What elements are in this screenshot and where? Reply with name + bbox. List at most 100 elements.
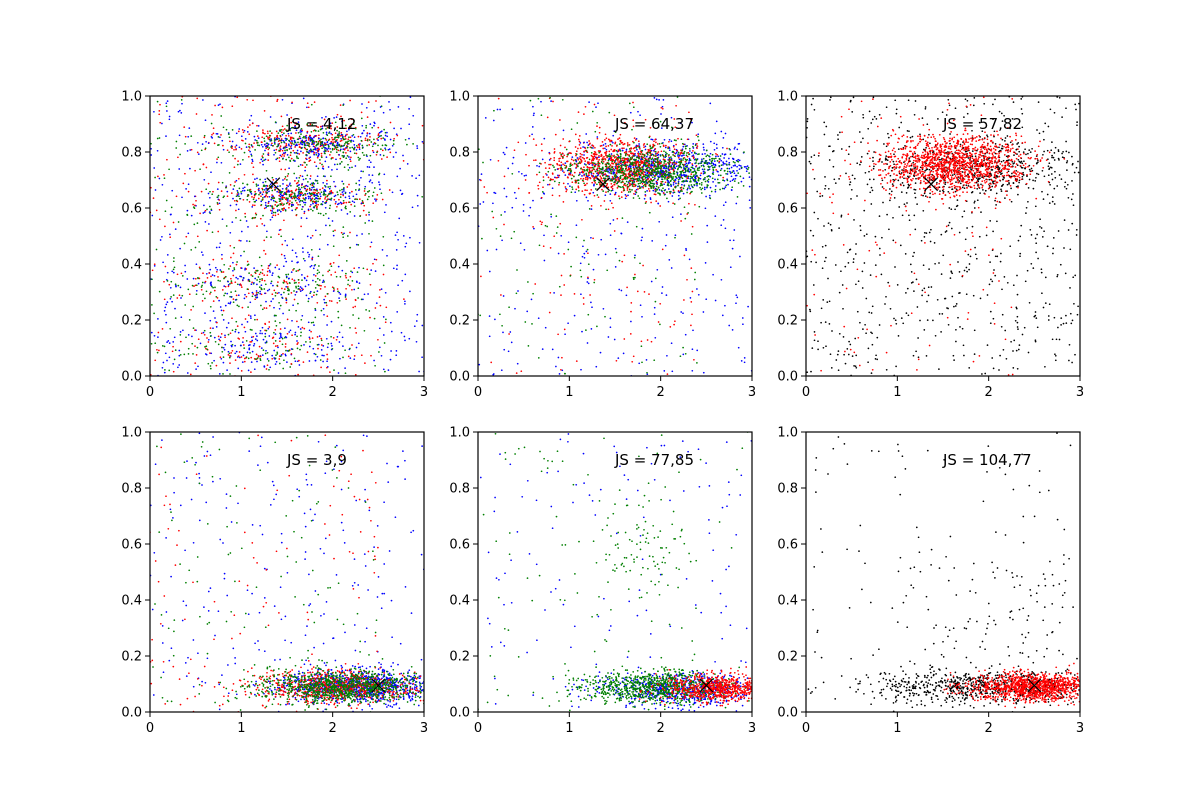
scatter-point [318,248,321,251]
scatter-point [314,134,317,137]
scatter-point [563,284,566,286]
scatter-point [241,139,243,142]
scatter-point [695,152,697,155]
scatter-point [702,371,705,374]
scatter-point [612,134,615,137]
scatter-point [301,205,304,208]
scatter-point [583,239,585,242]
scatter-point [346,130,348,133]
scatter-point [525,174,527,177]
scatter-point [680,158,682,160]
scatter-point [495,227,498,230]
scatter-point [661,248,664,251]
scatter-point [242,131,245,134]
scatter-point [255,291,258,294]
scatter-point [732,169,735,172]
scatter-point [150,342,153,345]
scatter-point [191,342,194,345]
scatter-point [187,190,190,193]
scatter-point [229,282,231,285]
scatter-point [336,134,339,137]
scatter-point [575,360,578,362]
scatter-point [313,264,316,267]
scatter-point [586,189,588,192]
scatter-point [546,116,549,119]
scatter-point [293,195,295,198]
scatter-point [281,125,284,128]
scatter-point [324,137,327,140]
scatter-point [224,334,226,337]
scatter-point [321,281,324,284]
scatter-point [612,173,615,175]
scatter-point [278,307,281,310]
scatter-point [242,279,244,281]
scatter-point [263,288,266,290]
scatter-point [358,148,361,151]
scatter-point [158,349,160,352]
scatter-point [238,239,241,242]
scatter-point [373,138,375,141]
scatter-point [554,133,557,136]
scatter-point [333,117,335,119]
scatter-point [266,274,269,277]
scatter-point [222,309,225,312]
scatter-point [614,131,617,133]
scatter-point [689,118,692,120]
scatter-point [228,268,230,270]
scatter-point [309,290,312,293]
scatter-point [215,246,218,249]
scatter-point [294,195,297,197]
scatter-point [598,155,600,157]
scatter-point [171,270,174,273]
scatter-point [333,369,335,371]
scatter-point [284,149,286,152]
scatter-point [635,225,638,228]
scatter-point [381,149,384,152]
scatter-point [215,326,218,328]
scatter-point [319,143,322,146]
scatter-point [318,137,320,140]
scatter-point [348,183,350,186]
scatter-point [311,200,314,203]
scatter-point [209,335,212,337]
scatter-point [709,152,712,155]
scatter-point [298,268,301,271]
scatter-point [349,99,351,102]
scatter-point [416,147,419,150]
scatter-point [326,141,329,144]
scatter-point [312,185,315,188]
scatter-point [559,119,561,121]
scatter-point [539,220,542,223]
scatter-point [285,202,288,205]
scatter-point [172,370,175,373]
scatter-point [500,369,503,372]
scatter-point [347,138,350,141]
scatter-point [667,188,670,190]
scatter-point [285,299,288,302]
scatter-point [690,301,693,303]
scatter-point [255,353,258,356]
scatter-point [277,132,280,134]
scatter-point [309,140,312,142]
scatter-point [690,173,693,175]
scatter-point [250,193,253,195]
scatter-point [177,284,180,287]
scatter-point [229,302,231,305]
scatter-point [589,294,591,296]
scatter-point [337,372,340,374]
scatter-point [209,212,212,215]
scatter-point [556,226,559,228]
scatter-point [246,98,249,101]
scatter-point [625,148,628,151]
scatter-point [194,169,196,172]
scatter-point [728,324,731,327]
scatter-point [738,159,741,162]
scatter-point [642,264,644,267]
scatter-point [732,164,735,167]
scatter-point [564,162,567,164]
scatter-point [618,259,621,262]
scatter-point [364,192,367,195]
scatter-point [316,269,319,272]
scatter-point [404,245,407,248]
scatter-point [287,143,290,146]
